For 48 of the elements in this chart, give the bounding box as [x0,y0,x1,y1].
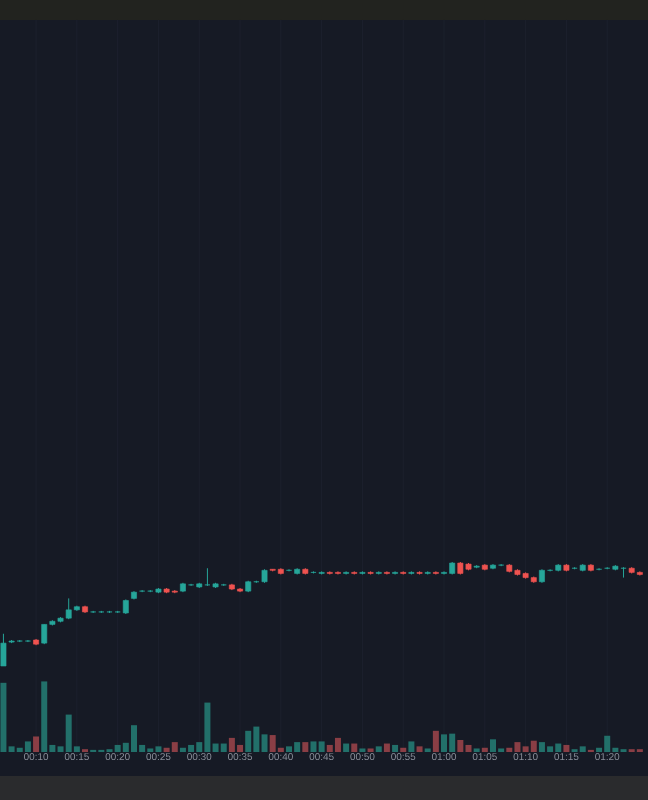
bar [392,744,399,752]
bar [310,741,317,752]
bar [220,743,227,752]
bar [33,736,40,752]
bar [155,746,162,752]
bar [114,744,121,752]
bar [334,737,341,752]
bar [489,739,496,752]
bar [318,741,325,752]
bar [375,746,382,752]
bar [441,734,448,752]
bar [204,702,211,752]
bar [326,744,333,752]
bar [261,734,268,752]
bar [555,743,562,752]
bar [522,746,529,752]
bar [563,744,570,752]
bar [351,743,358,752]
bar [416,746,423,752]
bar [432,730,439,752]
bar [579,746,586,752]
bar [253,726,260,752]
candlestick [0,633,7,667]
bar [343,743,350,752]
bar [514,742,521,752]
bar [408,741,415,752]
bar [130,725,137,752]
bar [604,735,611,752]
bar [449,733,456,752]
bar [465,744,472,752]
bar [228,737,235,752]
bar [383,743,390,752]
bar [171,742,178,752]
bar [65,714,72,752]
bar [457,740,464,752]
bar [269,735,276,752]
bar [294,742,301,752]
bar [41,681,48,752]
bar [530,740,537,752]
bar [0,682,7,752]
bar [245,730,252,752]
bar [302,742,309,752]
bar [547,746,554,752]
bar [286,746,292,752]
bar [538,742,545,752]
bar [237,744,244,752]
bar [188,744,195,752]
bar [24,741,31,752]
